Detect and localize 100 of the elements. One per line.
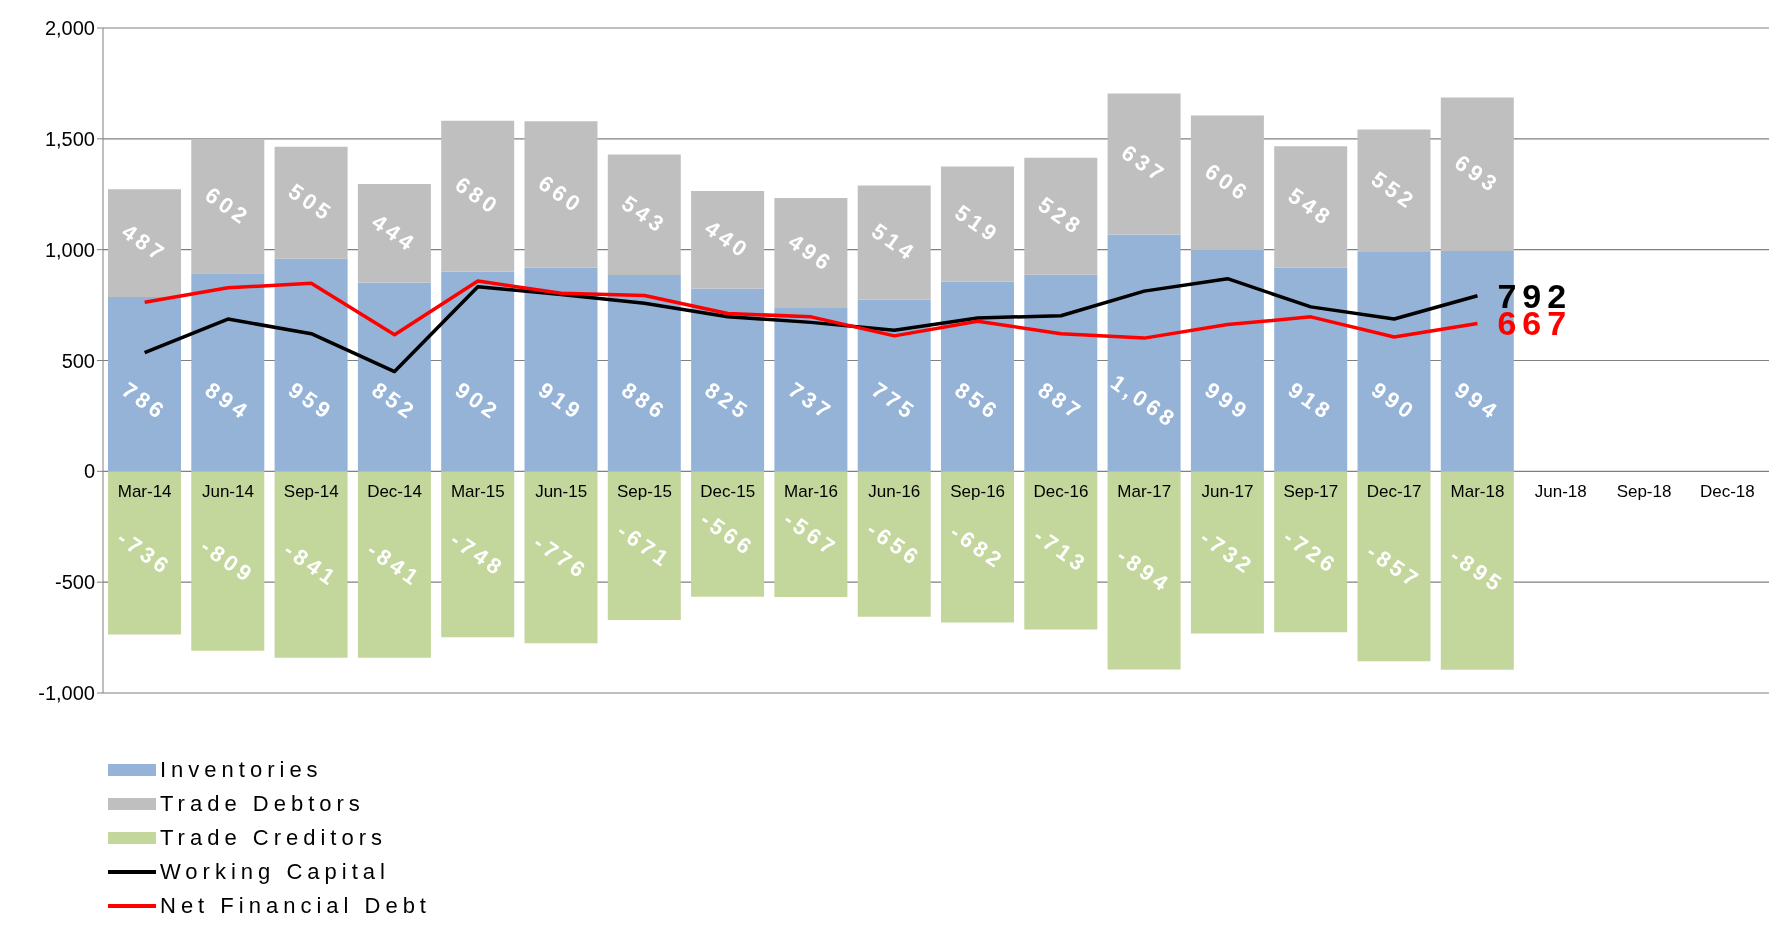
bar: [607, 471, 681, 621]
x-tick-label: Mar-15: [450, 482, 505, 502]
bar: [441, 271, 515, 472]
bar: [357, 282, 431, 472]
bar: [1357, 251, 1431, 472]
bar: [524, 267, 598, 472]
x-tick-label: Dec-14: [367, 482, 422, 502]
x-tick-label: Jun-17: [1201, 482, 1254, 502]
data-label: 918: [1283, 377, 1338, 426]
x-tick-label: Sep-15: [617, 482, 672, 502]
x-tick-label: Mar-16: [784, 482, 838, 502]
data-label: -857: [1362, 538, 1426, 594]
data-label: 680: [450, 171, 505, 221]
legend-label: Net Financial Debt: [160, 893, 431, 919]
bar: [1024, 157, 1098, 275]
data-label: 440: [700, 215, 755, 264]
x-tick-label: Sep-17: [1283, 482, 1339, 502]
data-label: 496: [783, 228, 839, 278]
x-tick-label: Jun-15: [535, 482, 588, 502]
data-label: 825: [700, 377, 755, 426]
bar: [941, 166, 1014, 282]
x-tick-label: Mar-17: [1117, 482, 1172, 502]
bar: [441, 120, 515, 272]
data-label: 528: [1033, 191, 1088, 241]
data-label: 887: [1033, 377, 1088, 426]
data-label: 959: [283, 377, 339, 426]
data-label: 660: [533, 170, 589, 219]
bar: [691, 471, 765, 597]
y-tick-label: 2,000: [44, 17, 95, 40]
bar: [108, 297, 181, 472]
x-tick-label: Dec-16: [1033, 482, 1089, 502]
data-label: 786: [117, 377, 172, 426]
bar: [524, 471, 598, 644]
data-label: -809: [196, 533, 260, 589]
legend-label: Trade Creditors: [160, 825, 388, 851]
data-label: -726: [1278, 524, 1343, 580]
data-label: -748: [445, 526, 510, 582]
y-tick-label: -500: [54, 571, 95, 594]
bar: [857, 299, 931, 472]
y-tick-label: 1,000: [44, 238, 95, 261]
bar: [191, 471, 265, 651]
data-label: 606: [1200, 158, 1255, 207]
data-label: -567: [779, 506, 843, 562]
line-series: [142, 276, 1480, 374]
data-label: 902: [450, 377, 505, 426]
x-tick-label: Sep-14: [283, 482, 339, 502]
bar: [1024, 274, 1098, 472]
bar: [1107, 93, 1181, 235]
x-tick-label: Sep-16: [950, 482, 1006, 502]
data-label: 737: [783, 377, 839, 426]
bar: [1274, 471, 1348, 633]
data-label: 994: [1450, 377, 1505, 426]
bar: [691, 190, 765, 289]
bar: [1190, 471, 1264, 634]
legend-label: Trade Debtors: [160, 791, 365, 817]
data-label: 852: [367, 377, 422, 426]
x-tick-label: Dec-18: [1699, 482, 1755, 502]
data-label: 990: [1366, 377, 1422, 426]
line-series: [142, 279, 1480, 340]
bar: [357, 471, 431, 658]
bar: [1107, 234, 1181, 472]
data-label: -732: [1195, 525, 1260, 580]
data-label: 894: [200, 377, 255, 426]
bar: [607, 154, 681, 275]
bar: [857, 185, 931, 300]
data-label: 856: [950, 377, 1005, 426]
bar: [1357, 129, 1431, 252]
bar: [941, 281, 1014, 472]
y-tick-label: 500: [61, 349, 95, 372]
bar: [1190, 115, 1264, 250]
bar: [691, 288, 765, 472]
y-tick-label: 1,500: [44, 127, 95, 150]
x-tick-label: Mar-14: [117, 482, 172, 502]
y-tick-label: -1,000: [38, 682, 95, 705]
bar: [274, 471, 348, 658]
bar: [774, 471, 848, 598]
bar: [1440, 97, 1514, 251]
bar: [1274, 146, 1348, 268]
data-label: 514: [867, 218, 922, 267]
data-label: 552: [1366, 166, 1422, 215]
x-tick-label: Sep-18: [1616, 482, 1672, 502]
data-label: 548: [1283, 182, 1338, 232]
data-label: 886: [617, 377, 672, 426]
data-label: -841: [279, 537, 343, 592]
data-label: 444: [367, 209, 422, 258]
data-label: -736: [112, 525, 177, 581]
y-tick-label: 0: [83, 460, 95, 483]
x-tick-label: Mar-18: [1450, 482, 1505, 502]
data-label: 519: [950, 199, 1005, 249]
bar: [607, 274, 681, 472]
data-label: -566: [695, 506, 760, 562]
bar: [857, 471, 931, 617]
x-tick-label: Jun-16: [868, 482, 921, 502]
x-tick-label: Dec-17: [1366, 482, 1422, 502]
bar: [524, 121, 598, 268]
bar: [1440, 471, 1514, 670]
data-label: 999: [1200, 377, 1255, 426]
data-label: 543: [617, 190, 672, 239]
x-tick-label: Dec-15: [700, 482, 756, 502]
bar: [191, 273, 265, 472]
